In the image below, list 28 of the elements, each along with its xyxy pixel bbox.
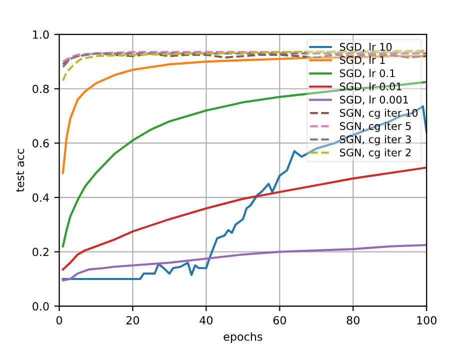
line-series [62,52,427,66]
x-tick-label: 80 [346,316,360,324]
line-series [62,105,427,280]
y-tick-label: 0.4 [32,193,49,202]
legend-label: SGD, lr 0.01 [340,82,402,92]
x-tick-label: 60 [273,316,286,324]
y-tick-label: 0.0 [32,302,49,311]
x-tick-label: 40 [200,316,213,324]
x-axis-title: epochs [224,332,262,343]
legend-label: SGD, lr 0.1 [340,69,395,78]
y-tick-label: 1.0 [33,30,49,39]
x-tick-label: 100 [417,316,436,324]
line-series [62,52,427,68]
line-series [62,55,427,174]
y-tick-label: 0.2 [32,248,48,256]
legend-label: SGD, lr 10 [340,42,392,52]
x-tick-label: 20 [126,316,140,324]
x-tick-label: 0 [56,316,62,324]
legend-label: SGD, lr 1 [340,56,385,66]
y-tick-label: 0.8 [32,84,49,94]
legend-label: SGN, cg iter 3 [340,135,411,146]
line-series [62,166,427,271]
legend-label: SGD, lr 0.001 [340,96,408,105]
line-series [62,244,427,282]
y-tick-label: 0.6 [32,139,49,148]
y-axis-title: test acc [16,149,24,192]
legend-label: SGN, cg iter 2 [340,148,411,158]
line-series [62,80,427,248]
